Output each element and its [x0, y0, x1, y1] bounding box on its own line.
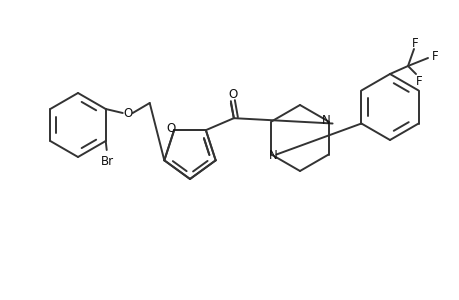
- Text: F: F: [431, 50, 437, 62]
- Text: N: N: [321, 114, 330, 127]
- Text: O: O: [228, 88, 237, 101]
- Text: F: F: [415, 74, 421, 88]
- Text: O: O: [123, 106, 132, 119]
- Text: F: F: [411, 37, 417, 50]
- Text: O: O: [166, 122, 175, 135]
- Text: Br: Br: [101, 155, 114, 168]
- Text: N: N: [269, 149, 277, 162]
